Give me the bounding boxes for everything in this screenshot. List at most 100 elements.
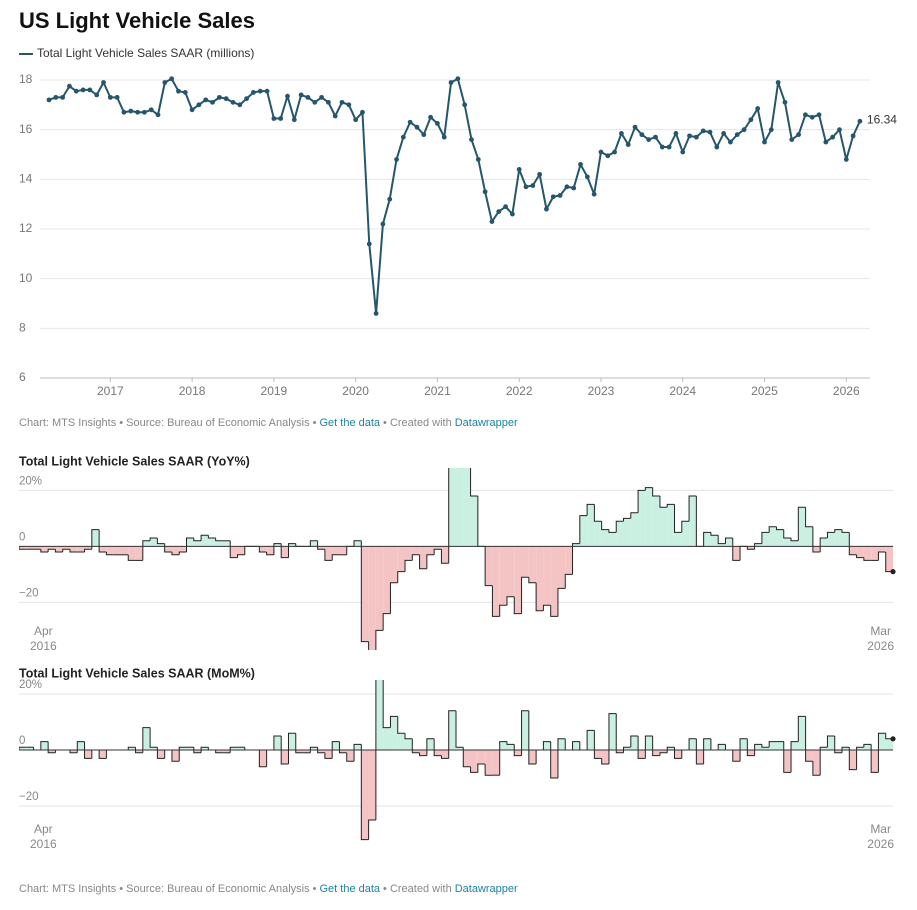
- data-point: [121, 109, 127, 115]
- step-line: [717, 743, 726, 750]
- step-line: [732, 750, 741, 762]
- step-line: [812, 526, 821, 553]
- x-tick-label: Mar 2026: [867, 822, 894, 851]
- x-tick-label: Apr 2016: [30, 624, 57, 653]
- step-line: [331, 554, 340, 561]
- step-line: [797, 506, 806, 541]
- bar: [834, 750, 843, 753]
- bar: [281, 750, 289, 764]
- data-point: [530, 183, 536, 188]
- data-point: [509, 211, 515, 217]
- step-line: [62, 548, 70, 552]
- step-line: [761, 744, 770, 748]
- step-line: [499, 604, 507, 617]
- bar: [40, 741, 49, 750]
- x-tick-label: 2017: [97, 384, 124, 398]
- step-line: [477, 763, 486, 773]
- bar: [456, 747, 464, 750]
- bar: [863, 744, 872, 750]
- step-line: [703, 738, 711, 764]
- data-point: [421, 132, 427, 138]
- step-line: [295, 733, 304, 754]
- bar: [871, 546, 879, 561]
- data-point: [135, 109, 140, 115]
- data-point: [578, 162, 583, 167]
- step-line: [834, 736, 843, 754]
- bar: [798, 507, 806, 547]
- step-line: [623, 517, 631, 522]
- bar: [463, 468, 471, 547]
- step-line: [69, 750, 78, 754]
- bar: [332, 546, 340, 555]
- tool-link[interactable]: Datawrapper: [454, 417, 518, 429]
- bar: [812, 750, 821, 776]
- data-point: [707, 129, 713, 135]
- data-point: [360, 109, 365, 115]
- bar: [645, 736, 653, 750]
- data-point: [503, 204, 508, 210]
- data-link[interactable]: Get the data: [319, 883, 381, 895]
- data-point: [414, 124, 420, 130]
- step-line: [200, 534, 209, 541]
- bar: [725, 538, 733, 547]
- data-point: [550, 194, 556, 200]
- bar: [623, 518, 631, 547]
- data-point: [802, 112, 808, 118]
- step-line: [215, 750, 223, 754]
- bar: [426, 738, 435, 750]
- bar: [550, 750, 558, 778]
- data-point: [94, 92, 100, 98]
- data-point: [435, 121, 440, 126]
- bar: [208, 538, 216, 547]
- bar: [834, 529, 843, 547]
- bar: [456, 468, 464, 547]
- bar: [383, 727, 391, 750]
- step-line: [404, 733, 413, 740]
- step-line: [535, 749, 544, 764]
- data-point: [680, 149, 686, 155]
- x-tick-label: Apr 2016: [30, 822, 57, 851]
- bar: [732, 750, 741, 762]
- data-point: [496, 209, 502, 215]
- step-line: [863, 557, 872, 561]
- bar: [608, 532, 617, 547]
- data-point: [809, 114, 815, 120]
- step-line: [215, 538, 223, 542]
- data-link[interactable]: Get the data: [319, 417, 381, 429]
- x-tick-label: Mar 2026: [867, 624, 894, 653]
- step-line: [91, 529, 100, 550]
- bar: [492, 750, 500, 776]
- step-line: [491, 585, 500, 617]
- data-point: [734, 132, 740, 138]
- data-point: [475, 157, 481, 162]
- data-point: [659, 144, 665, 150]
- step-line: [877, 732, 886, 773]
- bar: [659, 750, 668, 753]
- step-line: [448, 710, 456, 759]
- step-line: [455, 710, 464, 748]
- step-line: [331, 741, 340, 759]
- bar: [703, 532, 711, 547]
- tool-link[interactable]: Datawrapper: [454, 883, 518, 895]
- step-line: [608, 529, 617, 533]
- data-point: [755, 106, 761, 111]
- bar: [827, 736, 835, 750]
- data-point: [448, 80, 454, 85]
- data-point: [741, 127, 747, 133]
- step-line: [506, 741, 515, 745]
- bar: [273, 736, 282, 750]
- bar: [273, 543, 282, 547]
- bar: [776, 529, 784, 547]
- data-point: [469, 137, 474, 143]
- step-line: [368, 819, 376, 840]
- bar: [740, 738, 748, 750]
- data-point: [230, 99, 236, 105]
- step-line: [644, 735, 653, 759]
- step-line: [848, 747, 857, 771]
- step-line: [601, 758, 609, 765]
- step-line: [171, 552, 180, 556]
- data-point: [53, 94, 59, 100]
- y-tick-label: 8: [19, 321, 26, 335]
- data-point: [605, 153, 611, 159]
